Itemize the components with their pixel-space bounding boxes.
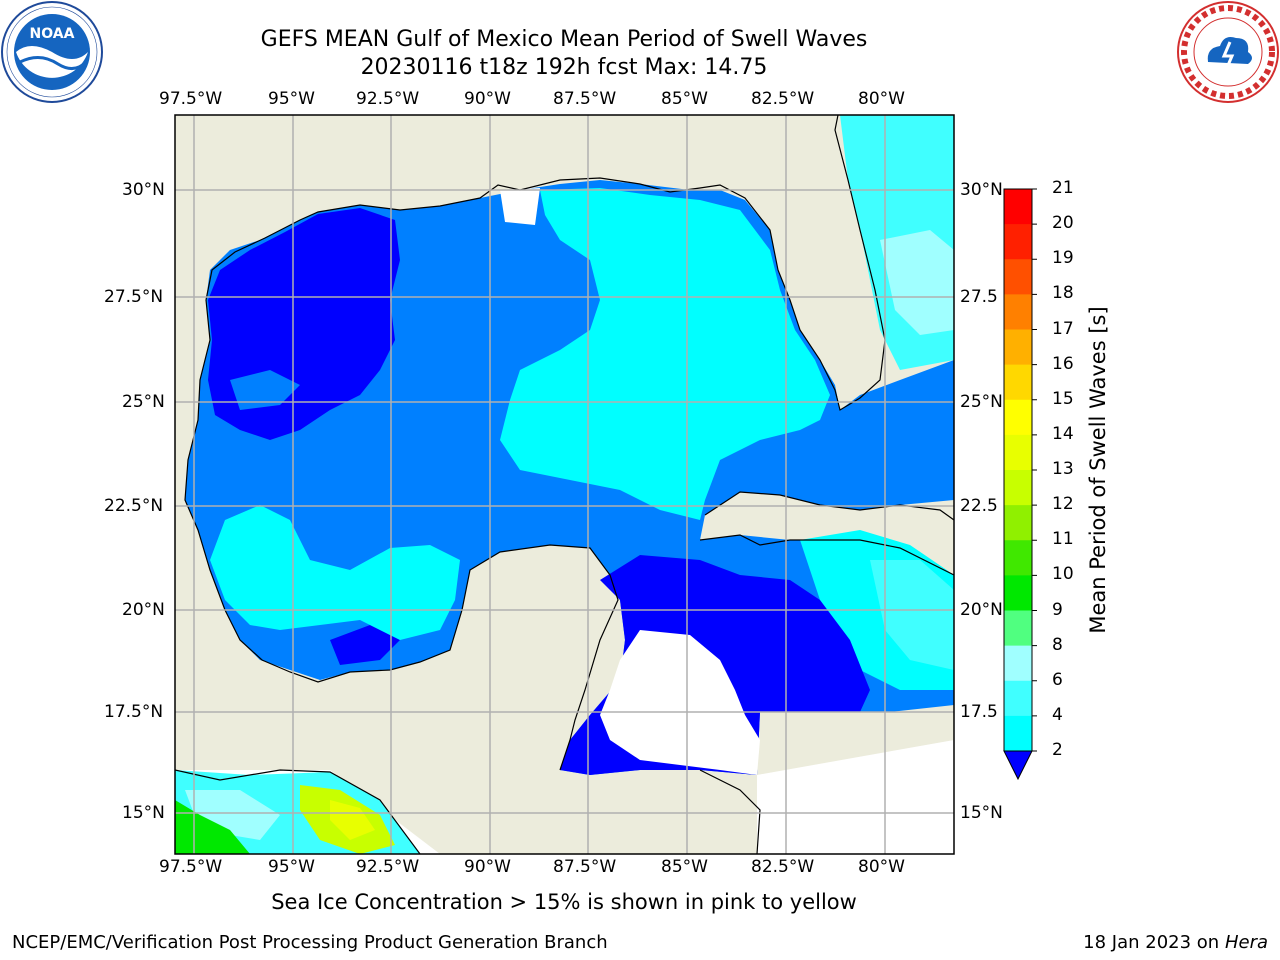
colorbar-tick-label: 10 xyxy=(1052,564,1074,585)
lon-label-top: 90°W xyxy=(464,89,511,109)
lon-label-bottom: 92.5°W xyxy=(356,857,420,877)
lon-label-top: 80°W xyxy=(858,89,905,109)
lon-label-bottom: 85°W xyxy=(661,857,708,877)
lat-label-left: 25°N xyxy=(122,392,165,412)
colorbar-tick-label: 16 xyxy=(1052,353,1074,374)
lat-label-left: 20°N xyxy=(122,600,165,620)
footer-machine: Hera xyxy=(1224,932,1268,953)
colorbar-segment xyxy=(1004,715,1032,752)
colorbar-tick-label: 9 xyxy=(1052,599,1063,620)
colorbar-tick-label: 21 xyxy=(1052,178,1074,198)
no-data-area xyxy=(600,630,760,775)
colorbar-segment xyxy=(1004,364,1032,401)
colorbar-segment xyxy=(1004,294,1032,330)
colorbar-tick-label: 8 xyxy=(1052,634,1063,655)
lon-label-top: 85°W xyxy=(661,89,708,109)
colorbar-segment xyxy=(1004,505,1032,541)
colorbar-tick-label: 17 xyxy=(1052,318,1074,339)
gulf-swell-mid xyxy=(500,188,830,520)
lat-label-left: 27.5°N xyxy=(104,287,164,307)
lat-label-right: 30°N xyxy=(960,180,1003,200)
lat-label-right: 17.5 xyxy=(960,702,998,722)
colorbar-tick-label: 14 xyxy=(1052,423,1074,444)
lat-label-right: 20°N xyxy=(960,600,1003,620)
colorbar-tick-label: 15 xyxy=(1052,388,1074,409)
lon-label-bottom: 82.5°W xyxy=(751,857,815,877)
colorbar-tick-label: 6 xyxy=(1052,669,1063,690)
colorbar-tick-label: 11 xyxy=(1052,529,1074,550)
nws-logo xyxy=(1177,1,1279,103)
colorbar-segment xyxy=(1004,540,1032,576)
colorbar-segment xyxy=(1004,645,1032,682)
colorbar-segment xyxy=(1004,189,1032,225)
noaa-logo-text: NOAA xyxy=(30,26,75,42)
colorbar-segment xyxy=(1004,575,1032,611)
map-frame xyxy=(174,114,955,855)
colorbar-title: Mean Period of Swell Waves [s] xyxy=(1086,306,1110,634)
chart-subtitle: 20230116 t18z 192h fcst Max: 14.75 xyxy=(360,55,768,80)
colorbar-segment xyxy=(1004,259,1032,295)
lat-label-right: 27.5 xyxy=(960,287,998,307)
lon-label-bottom: 90°W xyxy=(464,857,511,877)
coastline xyxy=(175,115,954,854)
colorbar-tick-label: 19 xyxy=(1052,248,1074,269)
colorbar-segment xyxy=(1004,224,1032,260)
colorbar-tick-label: 20 xyxy=(1052,213,1074,234)
lon-label-bottom: 87.5°W xyxy=(553,857,617,877)
colorbar xyxy=(1003,188,1037,781)
colorbar-tick-label: 2 xyxy=(1052,740,1063,760)
lon-label-top: 82.5°W xyxy=(751,89,815,109)
colorbar-tick-label: 13 xyxy=(1052,459,1074,479)
colorbar-segment xyxy=(1004,680,1032,717)
lat-label-left: 15°N xyxy=(122,803,165,823)
lon-label-top: 87.5°W xyxy=(553,89,617,109)
map-grid xyxy=(175,115,954,854)
colorbar-segment xyxy=(1004,329,1032,366)
lat-label-right: 22.5 xyxy=(960,496,998,516)
colorbar-tick-label: 18 xyxy=(1052,283,1074,304)
colorbar-segment xyxy=(1004,434,1032,471)
colorbar-segment xyxy=(1004,399,1032,436)
lat-label-left: 22.5°N xyxy=(104,496,164,516)
lon-label-top: 97.5°W xyxy=(159,89,223,109)
colorbar-segment xyxy=(1004,470,1032,506)
colorbar-tick-label: 12 xyxy=(1052,494,1074,515)
lon-label-top: 95°W xyxy=(268,89,315,109)
colorbar-extension xyxy=(1003,750,1033,781)
footer-date-text: 18 Jan 2023 on xyxy=(1083,932,1225,953)
lat-label-right: 25°N xyxy=(960,392,1003,412)
footer-credit: NCEP/EMC/Verification Post Processing Pr… xyxy=(12,932,608,953)
lat-label-left: 30°N xyxy=(122,180,165,200)
lat-label-left: 17.5°N xyxy=(104,702,164,722)
lon-label-top: 92.5°W xyxy=(356,89,420,109)
lon-label-bottom: 97.5°W xyxy=(159,857,223,877)
chart-title: GEFS MEAN Gulf of Mexico Mean Period of … xyxy=(260,27,868,52)
lon-label-bottom: 95°W xyxy=(268,857,315,877)
lon-label-bottom: 80°W xyxy=(858,857,905,877)
sea-ice-note: Sea Ice Concentration > 15% is shown in … xyxy=(271,890,857,914)
colorbar-segment xyxy=(1004,610,1032,647)
noaa-logo: NOAA xyxy=(1,1,103,103)
lat-label-right: 15°N xyxy=(960,803,1003,823)
footer-date: 18 Jan 2023 on Hera xyxy=(1083,932,1268,953)
colorbar-tick-label: 4 xyxy=(1052,704,1063,725)
